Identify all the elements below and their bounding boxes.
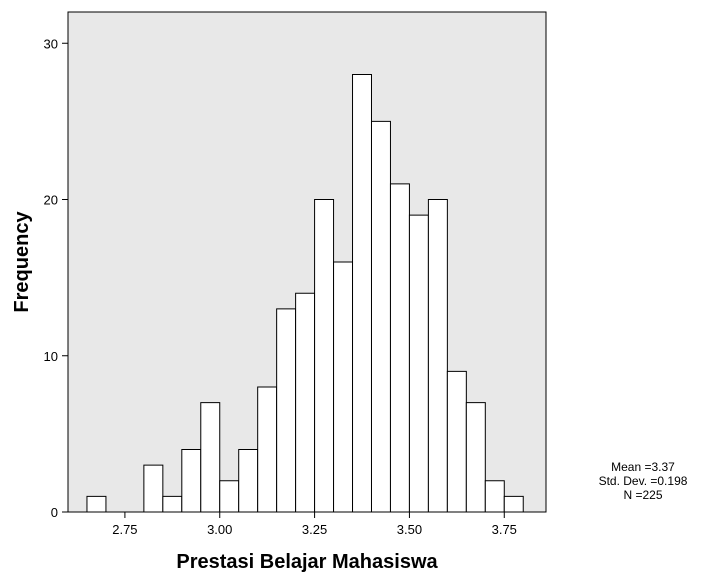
bar	[181, 449, 202, 513]
y-tick-label: 10	[44, 349, 58, 364]
stats-box: Mean =3.37 Std. Dev. =0.198 N =225	[599, 460, 688, 502]
bar	[314, 199, 335, 513]
x-axis: 2.75 3.00 3.25 3.50 3.75	[112, 512, 517, 537]
x-axis-title: Prestasi Belajar Mahasiswa	[176, 551, 438, 573]
stats-mean: Mean =3.37	[611, 460, 675, 474]
bar	[484, 480, 505, 513]
bar	[295, 292, 316, 513]
bar	[352, 74, 372, 513]
x-tick-label: 3.25	[302, 522, 327, 537]
bar	[333, 261, 354, 513]
y-axis-title: Frequency	[11, 211, 33, 313]
y-tick-label: 0	[51, 505, 58, 520]
bar	[465, 402, 486, 513]
x-tick-label: 3.50	[397, 522, 422, 537]
bar	[257, 386, 278, 513]
x-tick-label: 3.00	[207, 522, 232, 537]
y-tick-label: 20	[44, 193, 58, 208]
y-axis: 0 10 20 30	[44, 36, 68, 520]
bar	[143, 464, 164, 513]
bar	[162, 495, 183, 513]
bar	[446, 370, 467, 513]
bar	[408, 214, 429, 513]
bar	[427, 199, 448, 513]
bar	[219, 480, 240, 513]
x-tick-label: 3.75	[492, 522, 517, 537]
bar	[389, 183, 410, 513]
bar	[200, 402, 221, 513]
bars-group	[86, 74, 524, 513]
bar	[276, 308, 297, 513]
bar	[370, 120, 391, 513]
y-tick-label: 30	[44, 36, 58, 51]
stats-n: N =225	[623, 488, 662, 502]
bar	[503, 495, 524, 513]
bar	[86, 495, 107, 513]
bar	[238, 449, 259, 513]
stats-std-dev: Std. Dev. =0.198	[599, 474, 688, 488]
x-tick-label: 2.75	[112, 522, 137, 537]
